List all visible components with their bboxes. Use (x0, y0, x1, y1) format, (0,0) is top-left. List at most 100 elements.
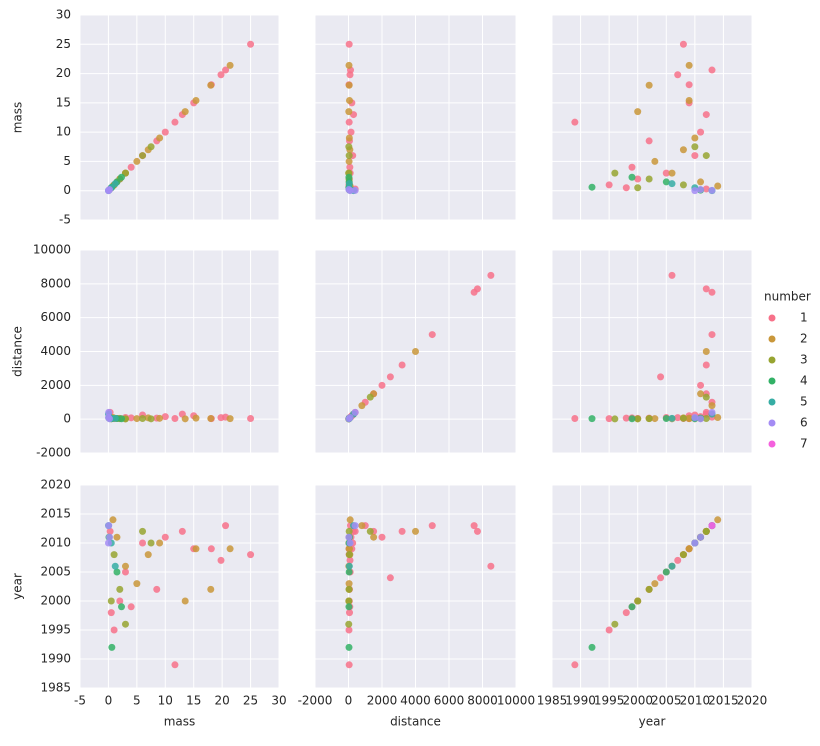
point (207, 81, 215, 89)
legend-label: 1 (800, 311, 808, 325)
point (106, 527, 114, 535)
legend-label: 2 (800, 332, 808, 346)
y-axis-label: distance (11, 326, 25, 377)
x-tick-label: 2005 (651, 694, 682, 708)
y-tick-label: 1995 (40, 623, 71, 637)
y-tick-label: 5 (63, 154, 71, 168)
legend-label: 5 (800, 395, 808, 409)
point (679, 551, 687, 559)
point (133, 157, 141, 165)
point (345, 562, 353, 570)
point (708, 288, 716, 296)
point (345, 157, 353, 165)
point (139, 152, 147, 160)
point (470, 522, 478, 530)
point (178, 527, 186, 535)
point (147, 415, 155, 423)
point (702, 285, 710, 293)
point (106, 533, 114, 541)
x-tick-label: 2015 (708, 694, 739, 708)
point (345, 568, 353, 576)
point (171, 118, 179, 126)
point (622, 609, 630, 617)
point (345, 585, 353, 593)
point (345, 143, 353, 151)
point (708, 186, 716, 194)
legend-label: 3 (800, 353, 808, 367)
point (156, 414, 164, 422)
legend-marker (768, 398, 776, 406)
point (105, 408, 113, 416)
point (634, 597, 642, 605)
point (691, 152, 699, 160)
point (351, 408, 359, 416)
point (171, 661, 179, 669)
y-tick-label: 15 (56, 95, 71, 109)
point (345, 40, 353, 48)
point (346, 516, 354, 524)
point (674, 71, 682, 79)
point (110, 551, 118, 559)
panel-background (552, 15, 752, 220)
legend-label: 4 (800, 374, 808, 388)
point (127, 163, 135, 171)
point (181, 415, 189, 423)
point (668, 271, 676, 279)
point (161, 533, 169, 541)
point (674, 556, 682, 564)
point (192, 414, 200, 422)
point (109, 516, 117, 524)
point (133, 580, 141, 588)
x-tick-label: 2020 (737, 694, 768, 708)
point (679, 414, 687, 422)
point (111, 562, 119, 570)
y-tick-label: -5 (59, 213, 71, 227)
point (651, 415, 659, 423)
point (628, 603, 636, 611)
x-axis-label: year (639, 715, 666, 729)
point (668, 414, 676, 422)
point (487, 562, 495, 570)
x-tick-label: 10 (158, 694, 173, 708)
point (346, 71, 354, 79)
point (714, 413, 722, 421)
point (345, 134, 353, 142)
point (702, 185, 710, 193)
point (378, 381, 386, 389)
point (679, 181, 687, 189)
x-tick-label: 8000 (467, 694, 498, 708)
point (588, 643, 596, 651)
point (345, 661, 353, 669)
point (346, 163, 354, 171)
point (366, 393, 374, 401)
point (473, 527, 481, 535)
point (605, 415, 613, 423)
point (662, 414, 670, 422)
point (697, 415, 705, 423)
point (605, 626, 613, 634)
point (702, 408, 710, 416)
legend-marker (768, 440, 776, 448)
point (662, 178, 670, 186)
point (657, 373, 665, 381)
y-tick-label: -2000 (36, 446, 71, 460)
point (708, 402, 716, 410)
y-tick-label: 0 (63, 412, 71, 426)
point (428, 331, 436, 339)
y-tick-label: 2010 (40, 536, 71, 550)
point (345, 118, 353, 126)
legend-marker (768, 314, 776, 322)
point (147, 539, 155, 547)
legend-title: number (764, 290, 811, 304)
point (645, 137, 653, 145)
point (708, 331, 716, 339)
y-tick-label: 30 (56, 8, 71, 22)
x-tick-label: 2000 (367, 694, 398, 708)
point (691, 187, 699, 195)
point (668, 562, 676, 570)
point (345, 152, 353, 160)
point (378, 533, 386, 541)
point (628, 415, 636, 423)
point (697, 381, 705, 389)
point (645, 81, 653, 89)
